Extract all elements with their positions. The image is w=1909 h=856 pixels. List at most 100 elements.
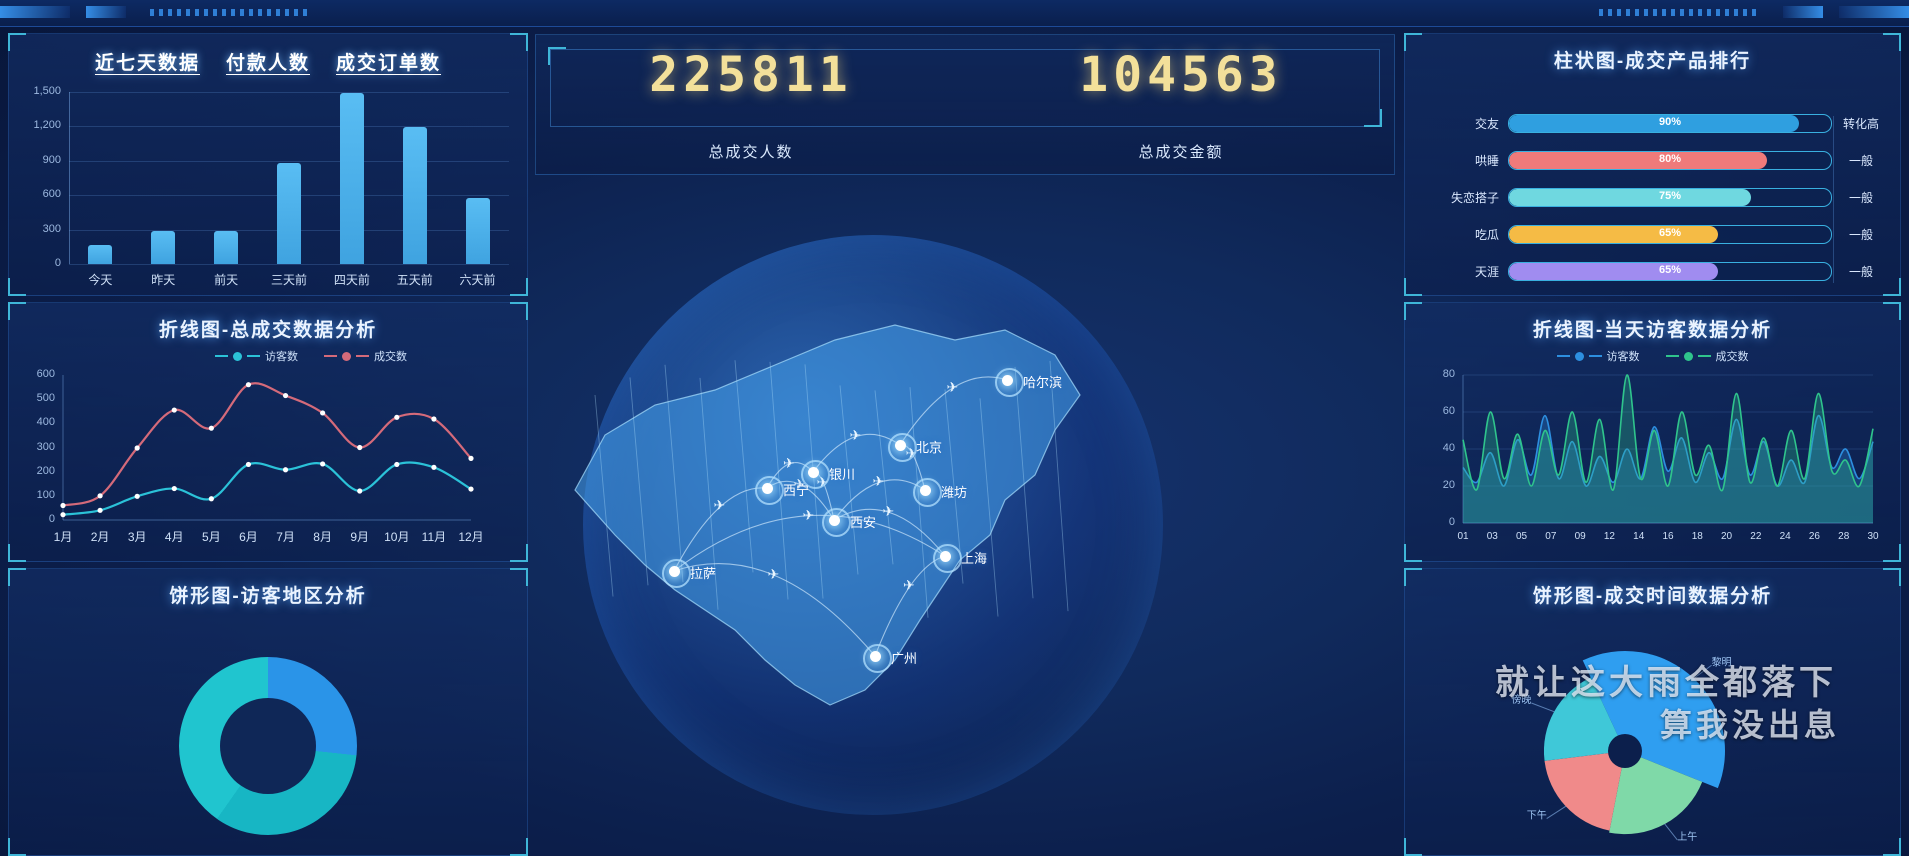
legend-total-transaction: 访客数 成交数 — [9, 348, 527, 364]
line-data-point[interactable] — [431, 416, 436, 421]
line-data-point[interactable] — [468, 456, 473, 461]
line-data-point[interactable] — [283, 393, 288, 398]
line-series — [63, 463, 471, 515]
corner-decor-icon — [510, 33, 528, 51]
line-data-point[interactable] — [246, 462, 251, 467]
line-data-point[interactable] — [431, 465, 436, 470]
bar-column[interactable] — [340, 93, 364, 264]
x-axis-tick: 03 — [1487, 531, 1498, 542]
legend-label: 访客数 — [1607, 348, 1640, 364]
rank-item-label: 天涯 — [1415, 263, 1508, 280]
corner-decor-icon — [8, 568, 26, 586]
rank-progress-track[interactable]: 90% — [1508, 114, 1832, 133]
line-data-point[interactable] — [209, 496, 214, 501]
bar-chart-tabs: 近七天数据 付款人数 成交订单数 — [9, 34, 527, 75]
city-marker-dot[interactable] — [808, 467, 819, 478]
kpi-total-amount-label: 总成交金额 — [966, 141, 1396, 162]
line-data-point[interactable] — [357, 445, 362, 450]
city-marker-dot[interactable] — [1002, 375, 1013, 386]
rank-progress-track[interactable]: 65% — [1508, 262, 1832, 281]
bar-column[interactable] — [88, 245, 112, 264]
x-axis-tick: 05 — [1516, 531, 1527, 542]
x-axis-tick: 12 — [1604, 531, 1615, 542]
line-data-point[interactable] — [60, 503, 65, 508]
pie-leader-line — [1665, 824, 1677, 840]
airplane-icon: ✈ — [947, 379, 959, 396]
line-data-point[interactable] — [320, 461, 325, 466]
bar-column[interactable] — [151, 231, 175, 264]
header-dots — [150, 9, 310, 16]
city-marker-dot[interactable] — [762, 483, 773, 494]
line-data-point[interactable] — [97, 508, 102, 513]
x-axis-tick: 16 — [1662, 531, 1673, 542]
x-axis-tick: 7月 — [276, 528, 295, 545]
tab-payment-count[interactable]: 付款人数 — [226, 48, 310, 75]
x-axis-tick: 28 — [1838, 531, 1849, 542]
rank-progress-track[interactable]: 75% — [1508, 188, 1832, 207]
bar-column[interactable] — [277, 163, 301, 264]
line-data-point[interactable] — [135, 494, 140, 499]
panel-title-product-ranking: 柱状图-成交产品排行 — [1405, 34, 1900, 73]
bar-column[interactable] — [466, 198, 490, 265]
corner-decor-icon — [510, 568, 528, 586]
x-axis-tick: 09 — [1575, 531, 1586, 542]
transaction-time-rose-chart[interactable]: 黎明上午 下午 傍晚 — [1475, 641, 1775, 851]
city-marker-dot[interactable] — [940, 551, 951, 562]
visitor-region-donut[interactable] — [179, 657, 357, 835]
city-label: 广州 — [891, 648, 917, 667]
corner-decor-icon — [1404, 33, 1422, 51]
rank-tag-label: 一般 — [1832, 263, 1890, 280]
legend-entry[interactable]: 成交数 — [1666, 348, 1749, 364]
city-marker-dot[interactable] — [669, 566, 680, 577]
y-axis-tick: 400 — [37, 416, 55, 428]
header-dots — [1599, 9, 1759, 16]
bar-column[interactable] — [403, 127, 427, 264]
line-data-point[interactable] — [60, 512, 65, 517]
line-data-point[interactable] — [246, 382, 251, 387]
y-axis-tick: 0 — [1449, 516, 1455, 528]
rank-progress-track[interactable]: 80% — [1508, 151, 1832, 170]
x-axis-tick: 07 — [1545, 531, 1556, 542]
legend-dot — [1684, 352, 1693, 361]
line-data-point[interactable] — [135, 445, 140, 450]
bar-column[interactable] — [214, 231, 238, 264]
rank-progress-track[interactable]: 65% — [1508, 225, 1832, 244]
tab-seven-day[interactable]: 近七天数据 — [95, 48, 200, 75]
rank-percent-label: 90% — [1509, 116, 1831, 128]
city-marker-dot[interactable] — [895, 440, 906, 451]
line-data-point[interactable] — [394, 462, 399, 467]
city-marker-dot[interactable] — [829, 515, 840, 526]
tab-order-count[interactable]: 成交订单数 — [336, 48, 441, 75]
header-seg — [1783, 6, 1823, 18]
x-axis-tick: 18 — [1692, 531, 1703, 542]
rank-row: 天涯 65% 一般 — [1415, 260, 1890, 282]
legend-entry[interactable]: 访客数 — [215, 348, 298, 364]
corner-decor-icon — [1404, 544, 1422, 562]
line-data-point[interactable] — [209, 426, 214, 431]
line-data-point[interactable] — [97, 493, 102, 498]
city-marker-dot[interactable] — [870, 651, 881, 662]
line-data-point[interactable] — [468, 486, 473, 491]
line-data-point[interactable] — [394, 415, 399, 420]
rank-row: 哄睡 80% 一般 — [1415, 149, 1890, 171]
airplane-icon: ✈ — [850, 427, 862, 444]
rank-percent-label: 80% — [1509, 153, 1831, 165]
line-data-point[interactable] — [172, 486, 177, 491]
legend-entry[interactable]: 成交数 — [324, 348, 407, 364]
rank-item-label: 失恋搭子 — [1415, 189, 1508, 206]
line-data-point[interactable] — [320, 410, 325, 415]
china-map-visualization[interactable]: ✈ ✈ ✈ ✈ ✈ ✈ ✈ ✈ ✈ ✈ ✈ ✈ 哈尔滨 北京 银川 西宁 潍坊 西安 上海 拉萨 广州 — [535, 190, 1395, 856]
line-data-point[interactable] — [172, 407, 177, 412]
gridline — [69, 126, 509, 127]
legend-entry[interactable]: 访客数 — [1557, 348, 1640, 364]
line2-plot-area: 0 20 40 60 80 01 03 05 07 09 12 14 16 18 20 22 24 26 28 30 — [1463, 375, 1873, 523]
city-marker-dot[interactable] — [920, 485, 931, 496]
gridline — [69, 264, 509, 265]
y-axis-tick: 60 — [1443, 405, 1455, 417]
x-axis-tick: 今天 — [88, 271, 112, 288]
line-data-point[interactable] — [357, 488, 362, 493]
x-axis-tick: 5月 — [202, 528, 221, 545]
line-data-point[interactable] — [283, 467, 288, 472]
airplane-icon: ✈ — [803, 507, 815, 524]
x-axis-tick: 五天前 — [397, 271, 433, 288]
